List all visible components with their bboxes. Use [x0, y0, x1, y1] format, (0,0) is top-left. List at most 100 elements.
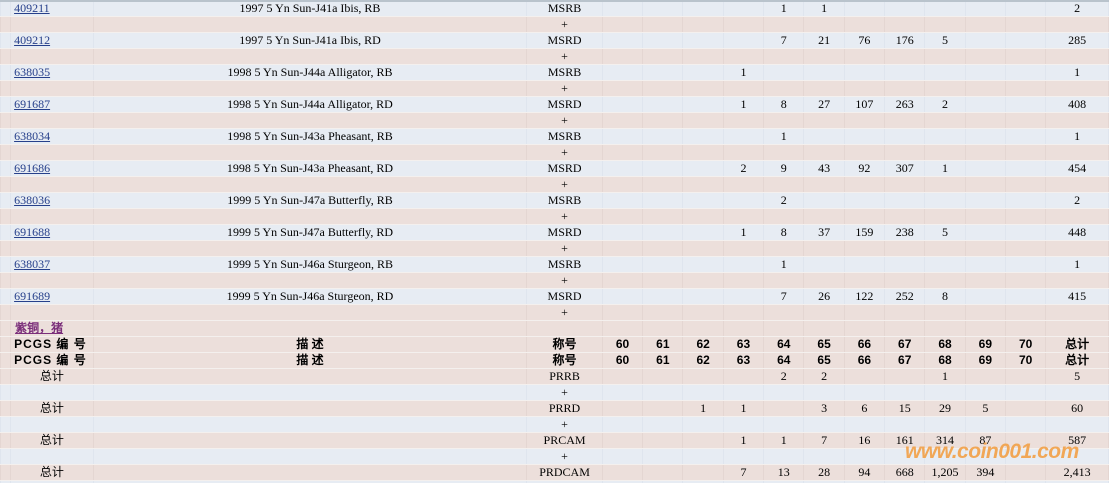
plus-count-cell: [1004, 80, 1047, 97]
plus-count-cell: [642, 176, 684, 193]
subtotal-count-cell: [1004, 400, 1047, 417]
header-grade-65: 65: [803, 336, 845, 353]
coin-id-link[interactable]: 638037: [14, 257, 51, 272]
grade-count-cell: [964, 256, 1006, 273]
plus-id-cell: [10, 80, 94, 97]
coin-grade-cell: MSRD: [526, 96, 603, 113]
subtotal-count-cell: 2: [763, 368, 805, 385]
subtotal-grade-cell: PRDCAM: [526, 464, 603, 481]
plus-count-cell: [763, 16, 805, 33]
coin-id-link[interactable]: 691689: [14, 289, 51, 304]
section-total-cell: [1045, 320, 1109, 337]
plus-count-cell: [884, 144, 926, 161]
header-grade-60: 60: [601, 352, 644, 369]
grade-count-cell: [722, 0, 765, 17]
plus-count-cell: [884, 176, 926, 193]
plus-count-cell: [924, 16, 966, 33]
subtotal-row: 总计 PRDCAM 7 13 28 94 668 1,205 394 2,413: [0, 464, 1109, 481]
table-row: 638034 1998 5 Yn Sun-J43a Pheasant, RB MSR…: [0, 128, 1109, 145]
plus-count-cell: [763, 384, 805, 401]
subtotal-grade-cell: PRRD: [526, 400, 603, 417]
header-grade-63: 63: [722, 352, 765, 369]
table-row: 691688 1999 5 Yn Sun-J47a Butterfly, RD MS…: [0, 224, 1109, 241]
row-total-cell: 285: [1045, 32, 1109, 49]
plus-count-cell: [642, 384, 684, 401]
grade-count-cell: [964, 288, 1006, 305]
subtotal-total-cell: 60: [1045, 400, 1109, 417]
coin-id-link[interactable]: 691686: [14, 161, 51, 176]
coin-description-cell: 1999 5 Yn Sun-J46a Sturgeon, RD: [92, 288, 528, 305]
plus-count-cell: [1004, 384, 1047, 401]
subtotal-count-cell: 87: [964, 432, 1006, 449]
grade-count-cell: 2: [763, 192, 805, 209]
header-grade-67: 67: [884, 352, 926, 369]
coin-id-link[interactable]: 691688: [14, 225, 51, 240]
plus-count-cell: [843, 208, 886, 225]
coin-id-cell: 638037: [10, 256, 94, 273]
row-total-cell: 1: [1045, 256, 1109, 273]
plus-count-cell: [843, 240, 886, 257]
subtotal-count-cell: [642, 432, 684, 449]
plus-id-cell: [10, 448, 94, 465]
subtotal-count-cell: 668: [884, 464, 926, 481]
grade-count-cell: [964, 64, 1006, 81]
plus-count-cell: [642, 48, 684, 65]
grade-count-cell: 27: [803, 96, 845, 113]
subtotal-count-cell: [682, 464, 724, 481]
coin-grade-cell: MSRD: [526, 160, 603, 177]
coin-id-link[interactable]: 638034: [14, 129, 51, 144]
section-desc-cell: [92, 320, 528, 337]
plus-count-cell: [722, 176, 765, 193]
header-grade-69: 69: [964, 336, 1006, 353]
plus-id-cell: [10, 176, 94, 193]
plus-count-cell: [682, 208, 724, 225]
plus-count-cell: [763, 448, 805, 465]
grade-count-cell: [924, 128, 966, 145]
table-row: 638036 1999 5 Yn Sun-J47a Butterfly, RB MS…: [0, 192, 1109, 209]
subtotal-count-cell: 6: [843, 400, 886, 417]
grade-count-cell: [803, 128, 845, 145]
plus-count-cell: [682, 416, 724, 433]
subtotal-label-cell: 总计: [10, 400, 94, 417]
coin-id-link[interactable]: 638036: [14, 193, 51, 208]
plus-count-cell: [843, 16, 886, 33]
plus-id-cell: [10, 16, 94, 33]
grade-count-cell: [601, 160, 644, 177]
coin-id-link[interactable]: 409211: [14, 1, 50, 16]
plus-count-cell: [642, 416, 684, 433]
plus-count-cell: [803, 16, 845, 33]
section-num-cell: [1004, 320, 1047, 337]
plus-count-cell: [803, 240, 845, 257]
grade-count-cell: [642, 128, 684, 145]
plus-id-cell: [10, 208, 94, 225]
plus-designation-row: +: [0, 16, 1109, 33]
subtotal-count-cell: 1: [722, 432, 765, 449]
plus-count-cell: [722, 208, 765, 225]
plus-count-cell: [924, 240, 966, 257]
header-description: 描 述: [92, 336, 528, 353]
coin-id-cell: 638036: [10, 192, 94, 209]
grade-count-cell: [964, 96, 1006, 113]
row-total-cell: 2: [1045, 0, 1109, 17]
grade-count-cell: [763, 64, 805, 81]
subtotal-label-cell: 总计: [10, 368, 94, 385]
grade-count-cell: [682, 128, 724, 145]
row-gutter: [0, 16, 12, 33]
grade-count-cell: [642, 192, 684, 209]
plus-symbol-cell: +: [526, 80, 603, 97]
grade-count-cell: 1: [924, 160, 966, 177]
row-gutter: [0, 176, 12, 193]
coin-id-link[interactable]: 691687: [14, 97, 51, 112]
section-link[interactable]: 紫铜，猪: [15, 321, 64, 336]
table-row: 691689 1999 5 Yn Sun-J46a Sturgeon, RD MSR…: [0, 288, 1109, 305]
grade-count-cell: [601, 128, 644, 145]
coin-id-link[interactable]: 409212: [14, 33, 51, 48]
coin-id-link[interactable]: 638035: [14, 65, 51, 80]
section-separator-row: 紫铜，猪: [0, 320, 1109, 337]
plus-count-cell: [722, 16, 765, 33]
grade-count-cell: [601, 288, 644, 305]
grade-count-cell: 92: [843, 160, 886, 177]
grade-count-cell: 76: [843, 32, 886, 49]
plus-count-cell: [884, 16, 926, 33]
